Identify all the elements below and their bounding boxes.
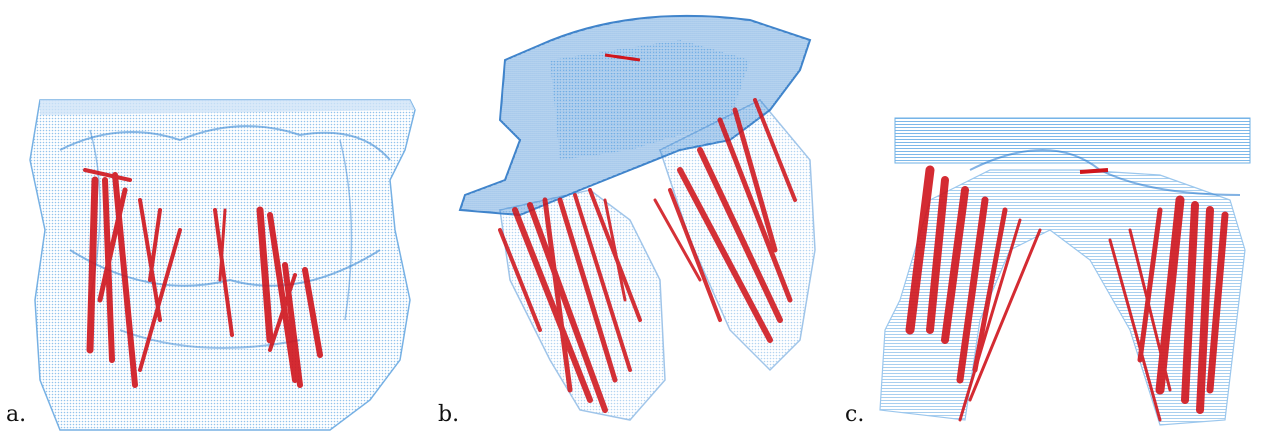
panel-label-c: c. <box>845 402 865 427</box>
panel-a: a. <box>0 0 430 432</box>
panel-label-a: a. <box>6 402 27 427</box>
point-cloud-image-a <box>29 99 416 431</box>
point-cloud-image-b <box>458 14 816 421</box>
panel-c: c. <box>840 0 1271 432</box>
panel-b: b. <box>430 0 850 432</box>
point-cloud-image-c <box>879 117 1251 426</box>
panel-label-b: b. <box>438 402 460 427</box>
